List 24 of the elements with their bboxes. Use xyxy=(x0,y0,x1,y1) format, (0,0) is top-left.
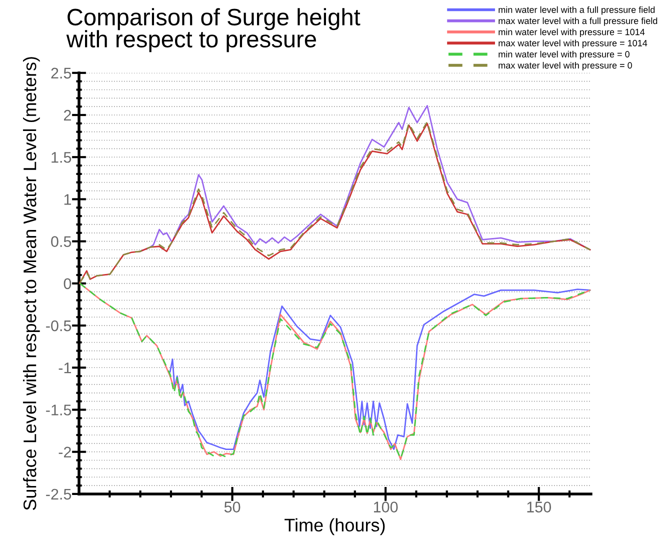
y-tick-label: 2.5 xyxy=(51,68,72,79)
y-tick-label: -2 xyxy=(58,446,71,458)
line-series xyxy=(169,288,591,450)
y-tick-label: 2 xyxy=(64,110,71,121)
legend-label: max water level with pressure = 1014 xyxy=(498,40,648,48)
legend-label: max water level with pressure = 0 xyxy=(498,62,632,70)
y-tick-label: 1.5 xyxy=(52,152,72,163)
y-tick-label: 1 xyxy=(64,194,71,205)
y-tick-label: 0.5 xyxy=(51,236,72,248)
legend-label: min water level with pressure = 0 xyxy=(498,50,630,60)
x-axis-title: Time (hours) xyxy=(284,518,385,536)
legend-label: min water level with a full pressure field xyxy=(498,6,655,15)
legend-label: min water level with pressure = 1014 xyxy=(498,28,645,37)
legend-label: max water level with a full pressure field xyxy=(498,17,658,26)
chart-title: Comparison of Surge height with respect to pressure xyxy=(66,8,360,52)
y-tick-label: -1.5 xyxy=(46,404,72,416)
y-tick-label: 0 xyxy=(64,278,72,290)
y-axis-title: Surface Level with respect to Mean Water Level (meters) xyxy=(23,57,40,510)
y-tick-label: -2.5 xyxy=(46,488,72,500)
x-tick-label: 50 xyxy=(224,502,240,512)
x-tick-label: 150 xyxy=(527,502,551,512)
y-tick-label: -0.5 xyxy=(46,320,72,332)
x-tick-label: 100 xyxy=(374,502,398,512)
y-tick-label: -1 xyxy=(58,362,71,374)
